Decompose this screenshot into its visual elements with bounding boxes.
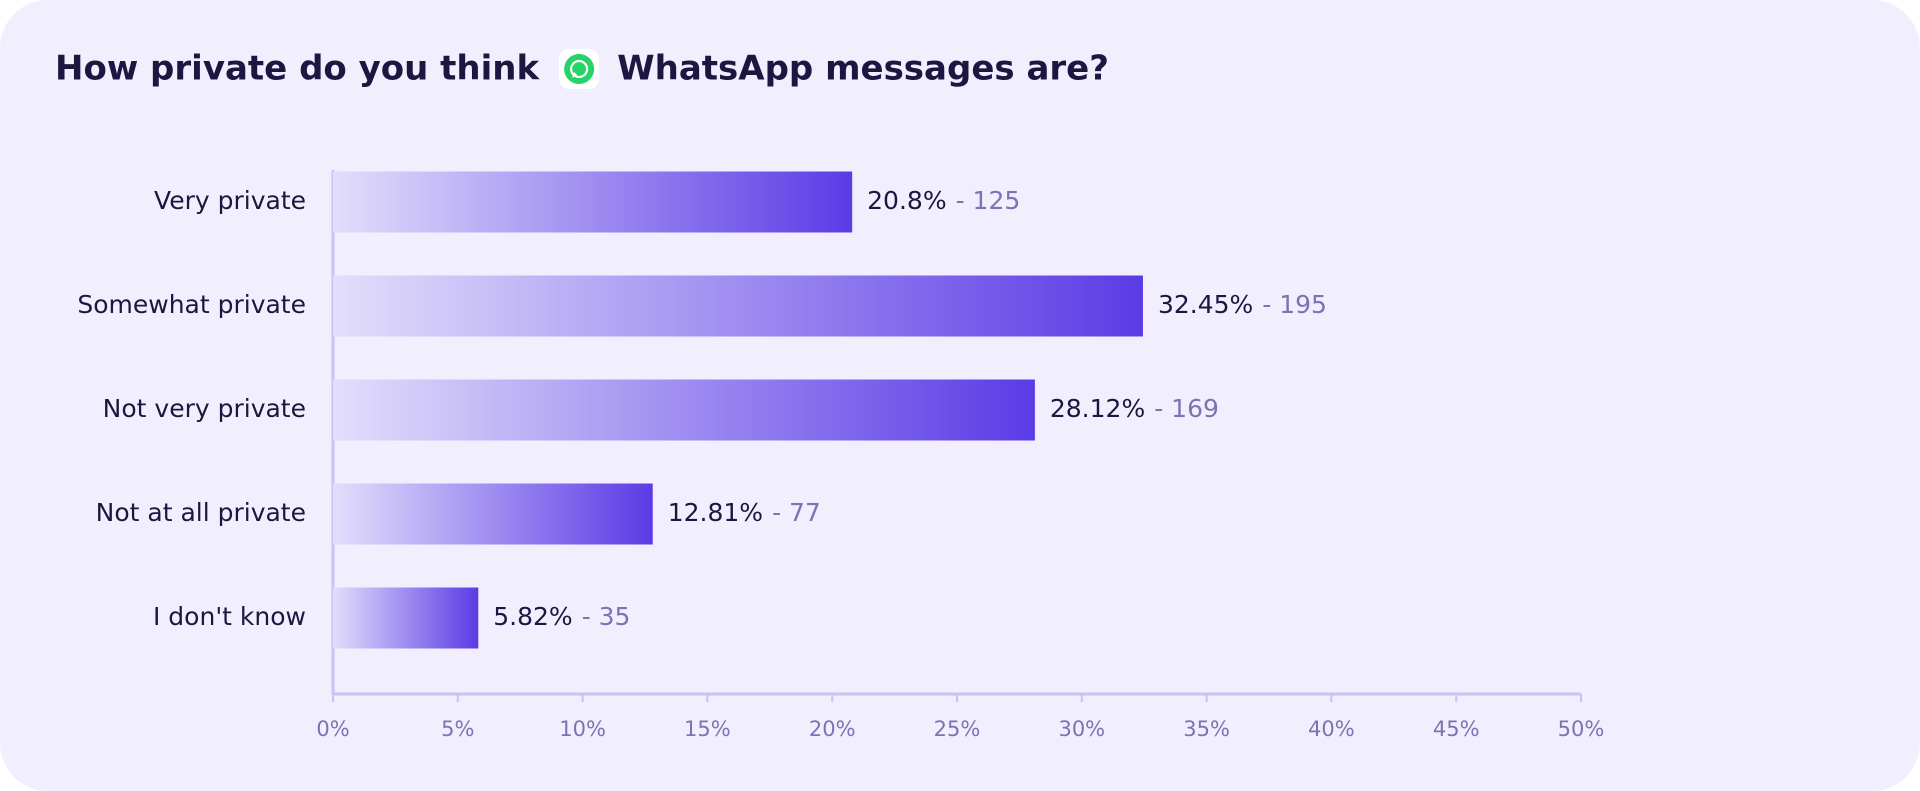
category-label: Very private bbox=[154, 186, 306, 215]
category-label: I don't know bbox=[153, 602, 306, 631]
bar bbox=[333, 171, 853, 233]
count-label: - 35 bbox=[582, 602, 631, 631]
x-tick-label: 40% bbox=[1308, 717, 1355, 741]
x-tick-label: 0% bbox=[316, 717, 349, 741]
x-tick-label: 35% bbox=[1183, 717, 1230, 741]
x-tick-label: 10% bbox=[559, 717, 606, 741]
bar bbox=[333, 275, 1143, 337]
value-label: 12.81% bbox=[668, 498, 763, 527]
count-label: - 195 bbox=[1262, 290, 1327, 319]
x-tick-label: 5% bbox=[441, 717, 474, 741]
bar bbox=[333, 379, 1035, 441]
chart-title: WhatsApp messages are? bbox=[617, 49, 1109, 89]
x-tick-label: 30% bbox=[1058, 717, 1105, 741]
x-tick-label: 20% bbox=[809, 717, 856, 741]
count-label: - 169 bbox=[1154, 394, 1219, 423]
x-tick-label: 45% bbox=[1433, 717, 1480, 741]
bar bbox=[333, 483, 653, 545]
x-tick-label: 50% bbox=[1558, 717, 1605, 741]
x-tick-label: 15% bbox=[684, 717, 731, 741]
category-label: Somewhat private bbox=[77, 290, 306, 319]
bar bbox=[333, 587, 479, 649]
count-label: - 125 bbox=[956, 186, 1021, 215]
value-label: 5.82% bbox=[493, 602, 572, 631]
category-label: Not at all private bbox=[96, 498, 306, 527]
value-label: 32.45% bbox=[1158, 290, 1253, 319]
chart-title: How private do you think bbox=[55, 49, 540, 89]
value-label: 20.8% bbox=[867, 186, 946, 215]
value-label: 28.12% bbox=[1050, 394, 1145, 423]
category-label: Not very private bbox=[103, 394, 306, 423]
whatsapp-icon bbox=[559, 49, 600, 89]
count-label: - 77 bbox=[772, 498, 821, 527]
x-tick-label: 25% bbox=[934, 717, 981, 741]
